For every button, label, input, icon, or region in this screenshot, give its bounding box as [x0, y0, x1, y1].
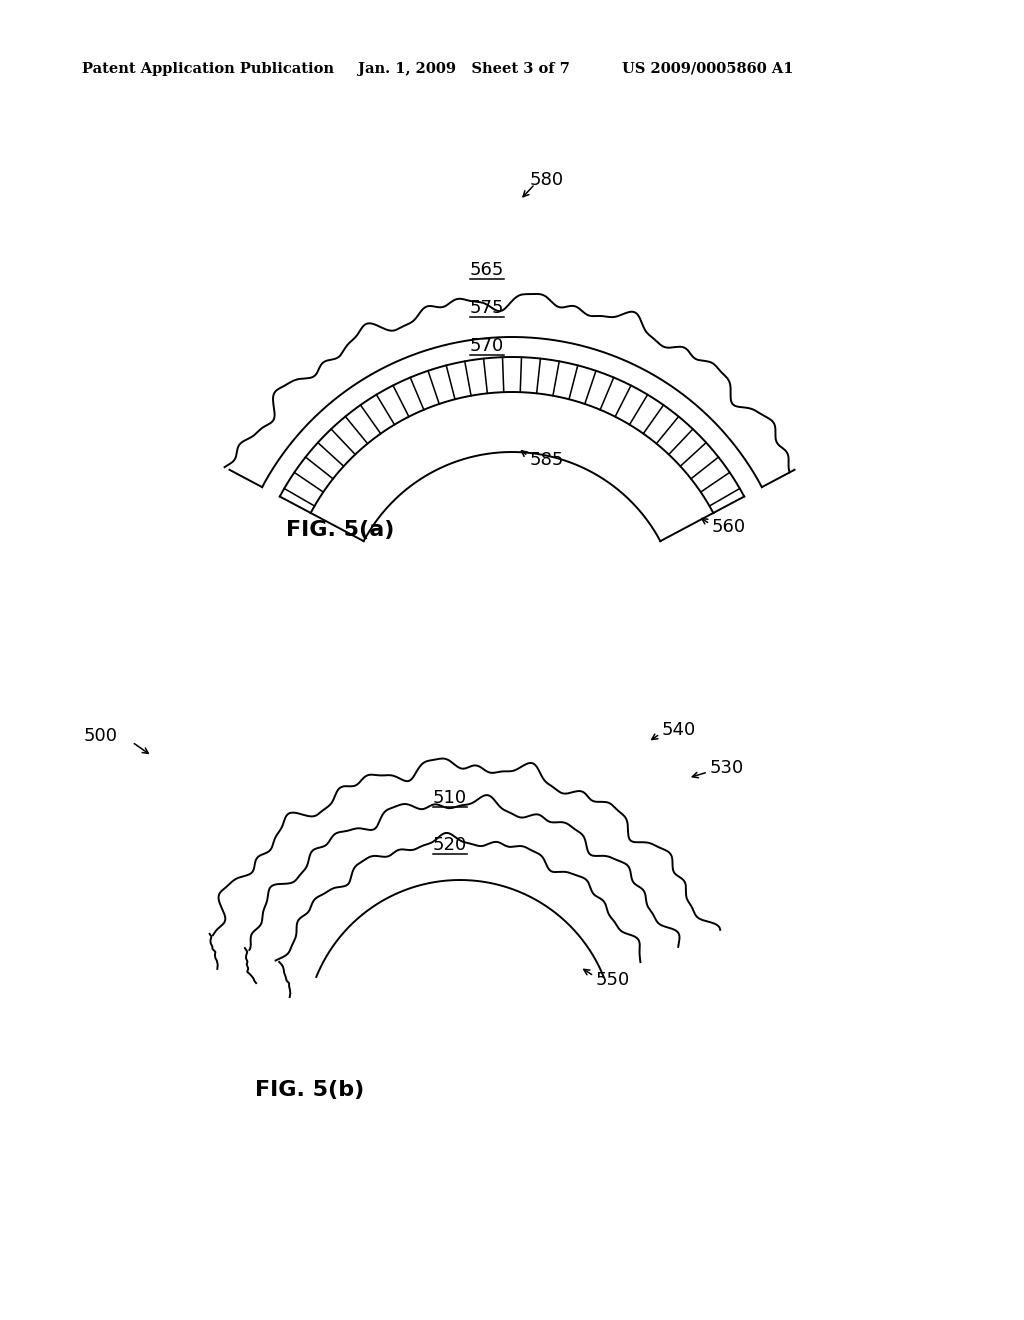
Text: 575: 575 — [470, 300, 504, 317]
Text: 520: 520 — [433, 836, 467, 854]
Text: 500: 500 — [84, 727, 118, 744]
Text: FIG. 5(a): FIG. 5(a) — [286, 520, 394, 540]
Text: 585: 585 — [530, 451, 564, 469]
Text: 560: 560 — [712, 517, 746, 536]
Text: FIG. 5(b): FIG. 5(b) — [255, 1080, 365, 1100]
Text: Patent Application Publication: Patent Application Publication — [82, 62, 334, 77]
Text: 540: 540 — [662, 721, 696, 739]
Text: 570: 570 — [470, 337, 504, 355]
Text: Jan. 1, 2009   Sheet 3 of 7: Jan. 1, 2009 Sheet 3 of 7 — [358, 62, 570, 77]
Text: 550: 550 — [596, 972, 630, 989]
Text: US 2009/0005860 A1: US 2009/0005860 A1 — [622, 62, 794, 77]
Text: 580: 580 — [530, 172, 564, 189]
Text: 565: 565 — [470, 261, 504, 279]
Text: 530: 530 — [710, 759, 744, 777]
Text: 510: 510 — [433, 789, 467, 807]
